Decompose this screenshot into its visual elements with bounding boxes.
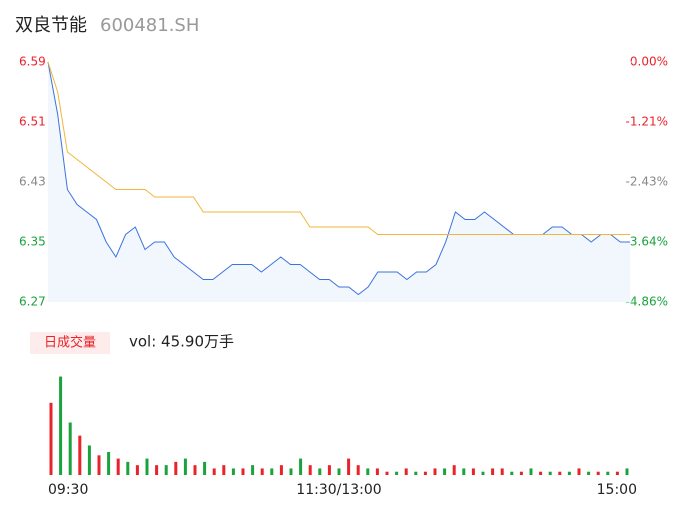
volume-bar — [548, 471, 552, 475]
volume-bar — [587, 471, 591, 475]
volume-bar — [270, 468, 274, 475]
volume-bar — [116, 458, 120, 475]
volume-bar — [596, 471, 600, 475]
y2-tick-label: 0.00% — [630, 55, 668, 69]
volume-bar — [155, 465, 159, 475]
volume-bar — [87, 445, 91, 475]
volume-bar — [433, 468, 437, 475]
volume-bar — [59, 376, 63, 475]
volume-bar — [519, 471, 523, 475]
volume-bar — [299, 458, 303, 475]
y2-tick-label: -4.86% — [626, 295, 668, 309]
y-tick-label: 6.43 — [19, 175, 46, 189]
volume-bar — [68, 422, 72, 475]
volume-bar — [107, 452, 111, 475]
volume-bar — [452, 465, 456, 475]
y-tick-label: 6.27 — [19, 295, 46, 309]
volume-bar — [558, 471, 562, 475]
volume-bar — [481, 471, 485, 475]
y2-tick-label: -2.43% — [626, 175, 668, 189]
y-tick-label: 6.51 — [19, 115, 46, 129]
volume-bar — [318, 468, 322, 475]
volume-bar — [260, 468, 264, 475]
volume-bar — [193, 465, 197, 475]
volume-bar — [423, 471, 427, 475]
volume-bar — [212, 468, 216, 475]
y2-tick-label: -3.64% — [626, 234, 668, 248]
volume-bar — [222, 465, 226, 475]
volume-bar — [356, 465, 360, 475]
volume-bar — [414, 471, 418, 475]
price-area — [48, 62, 630, 302]
volume-bar — [145, 458, 149, 475]
volume-bar — [375, 468, 379, 475]
volume-bar — [279, 465, 283, 475]
volume-bar — [308, 465, 312, 475]
y-tick-label: 6.35 — [19, 235, 46, 249]
volume-bar — [135, 465, 139, 475]
stock-code: 600481.SH — [100, 15, 199, 36]
volume-bar — [471, 468, 475, 475]
volume-bar — [615, 471, 619, 475]
x-tick-label: 11:30/13:00 — [296, 482, 381, 498]
volume-bar — [577, 468, 581, 475]
volume-bar — [164, 465, 168, 475]
volume-bar — [78, 435, 82, 475]
volume-bar — [625, 468, 629, 475]
volume-bar — [395, 471, 399, 475]
volume-bar — [529, 468, 533, 475]
volume-bar — [289, 468, 293, 475]
volume-bar — [385, 471, 389, 475]
x-tick-label: 15:00 — [597, 482, 637, 498]
volume-bar — [491, 468, 495, 475]
stock-name: 双良节能 — [15, 15, 87, 36]
volume-bar — [606, 471, 610, 475]
volume-bar — [443, 468, 447, 475]
x-tick-label: 09:30 — [48, 482, 88, 498]
volume-label: 日成交量 — [44, 335, 96, 351]
volume-bar — [49, 402, 53, 475]
volume-bar — [183, 458, 187, 475]
volume-bar — [203, 461, 207, 475]
volume-bar — [539, 471, 543, 475]
volume-bar — [174, 461, 178, 475]
volume-bar — [97, 455, 101, 475]
volume-bar — [500, 468, 504, 475]
volume-bar — [241, 468, 245, 475]
volume-bar — [462, 468, 466, 475]
volume-bar — [337, 468, 341, 475]
volume-bar — [366, 468, 370, 475]
volume-bar — [404, 468, 408, 475]
volume-summary: vol: 45.90万手 — [129, 333, 234, 351]
volume-bar — [126, 461, 130, 475]
volume-bar — [567, 471, 571, 475]
volume-bar — [251, 465, 255, 475]
volume-bar — [327, 465, 331, 475]
y-tick-label: 6.59 — [19, 55, 46, 69]
volume-bar — [231, 468, 235, 475]
volume-bar — [347, 458, 351, 475]
y2-tick-label: -1.21% — [626, 114, 668, 128]
average-line — [47, 61, 630, 235]
volume-bar — [510, 471, 514, 475]
legend-box — [30, 332, 110, 354]
